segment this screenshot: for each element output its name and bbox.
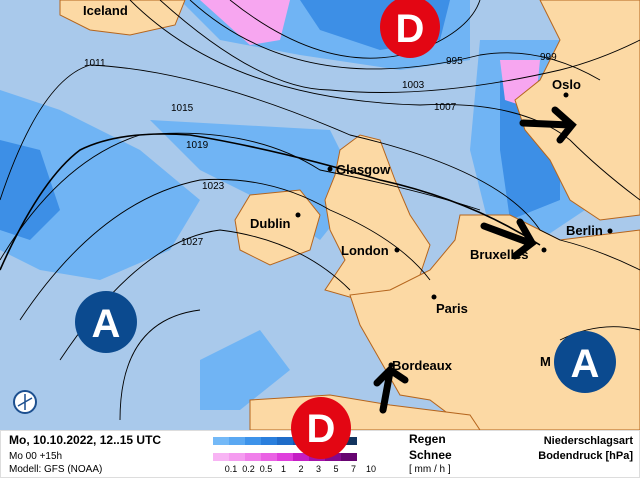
place-labels: Iceland Oslo Glasgow Dublin London Berli… [83, 3, 603, 373]
legend-title-pressure: Bodendruck [hPa] [538, 450, 633, 462]
forecast-datetime: Mo, 10.10.2022, 12..15 UTC [9, 433, 162, 447]
scale-tick: 5 [333, 464, 339, 474]
rain-color-swatch [341, 437, 357, 445]
rain-color-swatch [229, 437, 245, 445]
scale-tick: 2 [298, 464, 304, 474]
weather-map: 995 999 1003 1007 1011 1015 1019 1023 10… [0, 0, 640, 430]
rain-label: Regen [409, 432, 446, 446]
label-m: M [540, 354, 551, 369]
snow-color-swatch [341, 453, 357, 461]
isobars [0, 0, 640, 421]
rain-color-swatch [213, 437, 229, 445]
svg-text:1019: 1019 [186, 140, 209, 151]
svg-text:1003: 1003 [402, 80, 425, 91]
svg-text:D: D [396, 7, 425, 51]
snow-color-swatch [261, 453, 277, 461]
svg-text:1023: 1023 [202, 181, 225, 192]
snow-color-swatch [293, 453, 309, 461]
svg-text:1027: 1027 [181, 237, 204, 248]
svg-text:995: 995 [446, 56, 463, 67]
compass-icon [13, 390, 37, 414]
scale-tick: 7 [350, 464, 357, 474]
svg-text:A: A [92, 302, 121, 346]
low-pressure-marker: D [291, 397, 351, 459]
wind-arrows [373, 106, 577, 414]
snow-color-swatch [325, 453, 341, 461]
label-paris: Paris [436, 301, 468, 316]
snow-color-swatch [213, 453, 229, 461]
scale-tick: 0.2 [242, 464, 255, 474]
isobar-1015 [0, 133, 541, 271]
rain-color-swatch [277, 437, 293, 445]
svg-text:1007: 1007 [434, 102, 457, 113]
snow-color-swatch [277, 453, 293, 461]
label-berlin: Berlin [566, 223, 603, 238]
low-pressure-marker: D [380, 0, 440, 58]
snow-color-swatch [245, 453, 261, 461]
snow-color-swatch [229, 453, 245, 461]
high-pressure-marker: A [75, 291, 137, 353]
svg-text:A: A [571, 342, 600, 386]
model-run: Mo 00 +15h [9, 451, 63, 462]
svg-text:1011: 1011 [84, 58, 106, 69]
label-glasgow: Glasgow [336, 162, 391, 177]
label-oslo: Oslo [552, 77, 581, 92]
legend-title-precip: Niederschlagsart [543, 435, 633, 447]
scale-tick: 0.5 [259, 464, 273, 474]
model-name: Modell: GFS (NOAA) [9, 464, 103, 475]
svg-text:999: 999 [540, 52, 557, 63]
scale-tick: 0.1 [224, 464, 238, 474]
scale-tick: 1 [280, 464, 287, 474]
label-bordeaux: Bordeaux [392, 358, 453, 373]
label-iceland: Iceland [83, 3, 128, 18]
rain-color-swatch [261, 437, 277, 445]
scale-tick: 10 [365, 464, 377, 474]
legend-panel: Mo, 10.10.2022, 12..15 UTC Mo 00 +15h Mo… [0, 430, 640, 478]
scale-tick: 3 [315, 464, 322, 474]
svg-text:1015: 1015 [171, 103, 194, 114]
label-dublin: Dublin [250, 216, 290, 231]
label-london: London [341, 243, 389, 258]
isobar-labels: 995 999 1003 1007 1011 1015 1019 1023 10… [84, 52, 557, 248]
rain-color-swatch [245, 437, 261, 445]
unit-label: [ mm / h ] [409, 464, 451, 475]
pressure-centers: D A A [75, 0, 616, 393]
high-pressure-marker: A [554, 331, 616, 393]
svg-text:D: D [307, 407, 336, 451]
snow-label: Schnee [409, 448, 452, 462]
